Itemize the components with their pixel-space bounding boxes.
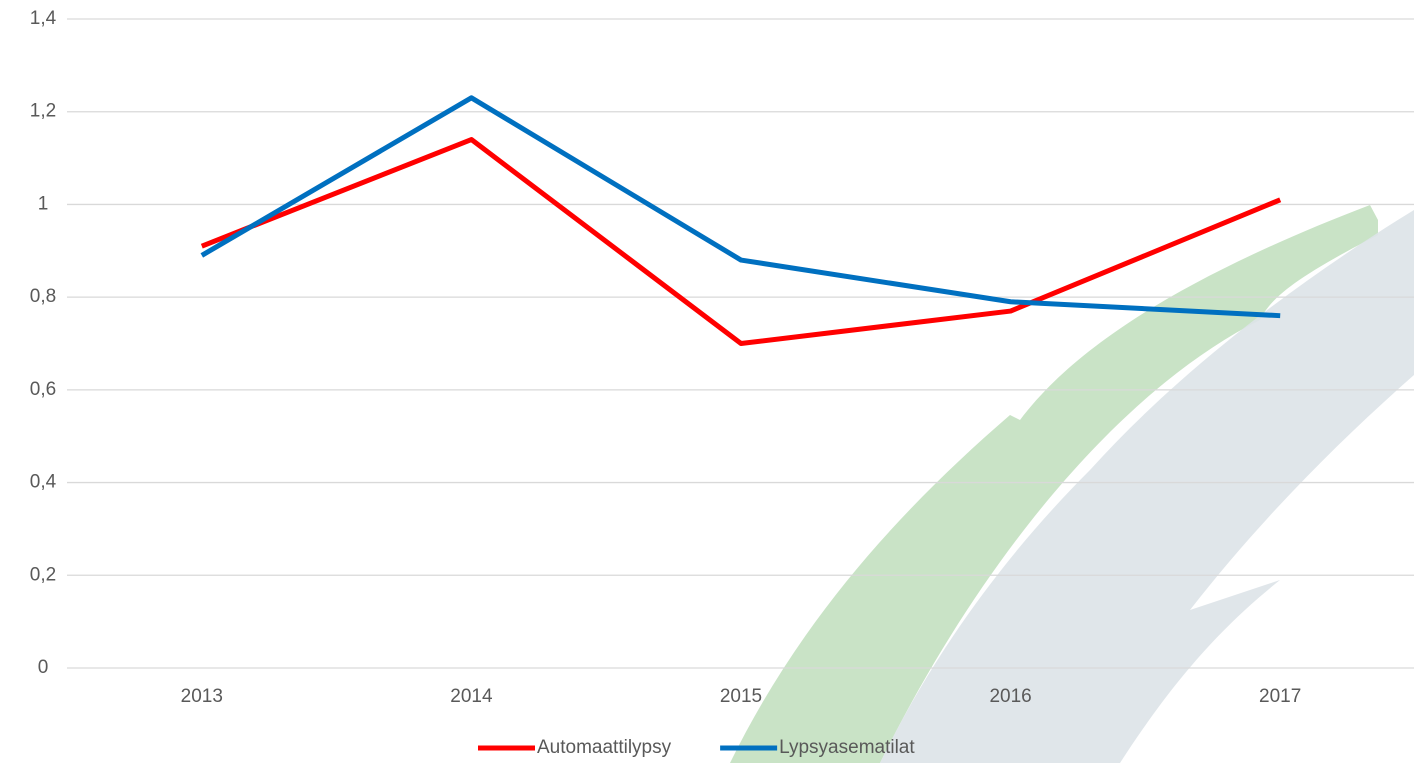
grid: 0 0,2 0,4 0,6 0,8 1 1,2 1,4 2013 2014 2015 2016 2017 bbox=[30, 8, 1414, 707]
y-tick-label: 1 bbox=[38, 193, 49, 214]
plot bbox=[200, 95, 1282, 346]
y-tick-label: 0 bbox=[38, 657, 49, 678]
series-line bbox=[200, 137, 1282, 346]
x-tick-label: 2015 bbox=[720, 686, 762, 707]
series-line bbox=[200, 95, 1281, 319]
x-tick-label: 2013 bbox=[181, 686, 223, 707]
y-tick-label: 1,4 bbox=[30, 8, 57, 29]
background-decoration bbox=[730, 205, 1414, 763]
legend-label: Lypsyasematilat bbox=[779, 737, 915, 758]
y-tick-label: 0,2 bbox=[30, 564, 56, 585]
x-tick-label: 2014 bbox=[450, 686, 493, 707]
y-tick-label: 1,2 bbox=[30, 101, 56, 122]
x-tick-label: 2017 bbox=[1259, 686, 1301, 707]
y-tick-label: 0,4 bbox=[30, 472, 57, 493]
y-tick-label: 0,8 bbox=[30, 286, 56, 307]
y-tick-label: 0,6 bbox=[30, 379, 56, 400]
x-tick-label: 2016 bbox=[989, 686, 1031, 707]
legend-label: Automaattilypsy bbox=[537, 737, 672, 758]
